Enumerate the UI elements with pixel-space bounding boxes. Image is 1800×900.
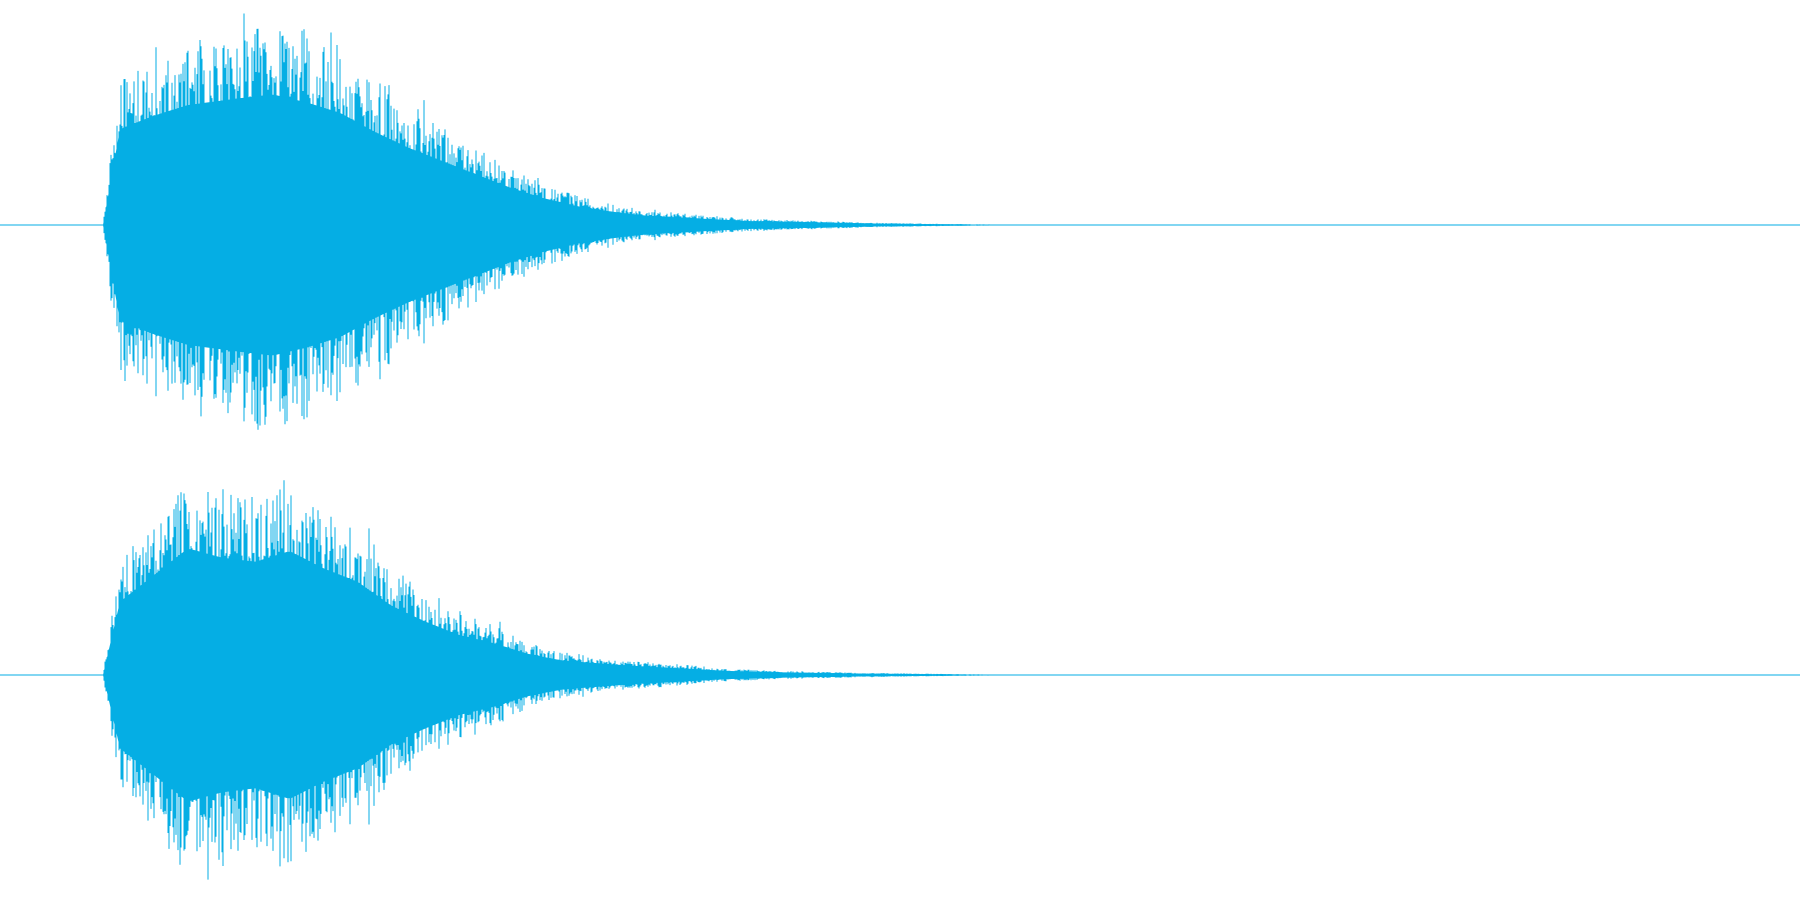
waveform-core (103, 549, 1799, 801)
waveform-channel-left (0, 13, 1800, 430)
waveform-core (103, 94, 1799, 356)
waveform-channel-right (0, 480, 1800, 880)
